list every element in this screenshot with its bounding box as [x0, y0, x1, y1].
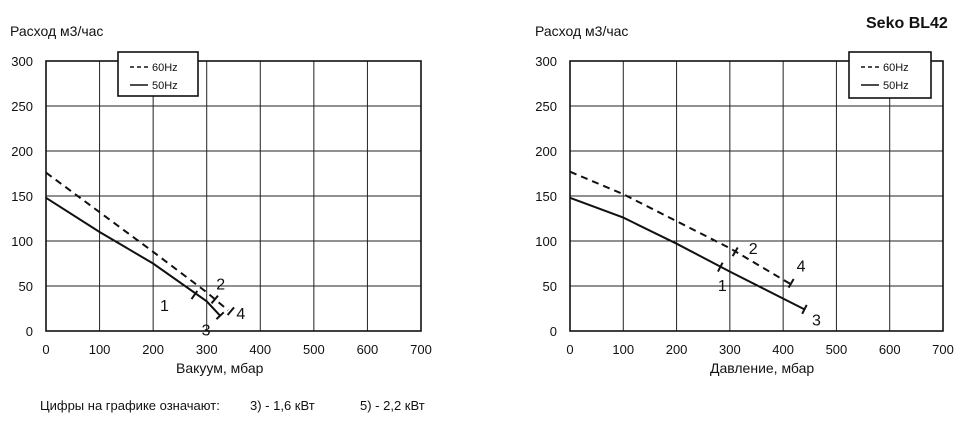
chart1-marker-4-tick [226, 306, 235, 316]
chart2-frame [569, 60, 944, 332]
chart1-y-tick-label: 150 [11, 189, 33, 204]
chart1-x-tick-label: 400 [249, 342, 271, 357]
chart2-legend-label-60hz: 60Hz [883, 62, 909, 74]
chart2-legend-label-50hz: 50Hz [883, 80, 909, 92]
chart1-marker-3-tick [215, 311, 225, 320]
chart2-y-tick-label: 150 [535, 189, 557, 204]
chart2-series-60hz-line [569, 170, 795, 287]
chart1-series-60hz-line [45, 171, 229, 312]
chart1-x-tick-label: 100 [89, 342, 111, 357]
chart2-ylabel: Расход м3/час [535, 23, 629, 39]
chart2-marker-4-tick [787, 278, 795, 289]
chart2-x-tick-label: 600 [879, 342, 901, 357]
chart1-x-tick-label: 600 [357, 342, 379, 357]
chart2-marker-2-tick [731, 246, 739, 257]
chart2-x-tick-label: 700 [932, 342, 954, 357]
chart2-y-tick-label: 50 [543, 279, 557, 294]
chart2-marker-3-tick [801, 304, 808, 315]
chart1-x-tick-label: 500 [303, 342, 325, 357]
chart1-marker-label-3: 3 [202, 323, 211, 340]
chart2-plot: 0 100 200 300 400 500 600 700 0 50 100 150 200 250 300… [535, 51, 954, 357]
chart2-x-tick-label: 300 [719, 342, 741, 357]
chart2-y-tick-label: 100 [535, 234, 557, 249]
chart1-marker-1-tick [190, 290, 199, 300]
chart1-x-tick-label: 200 [142, 342, 164, 357]
chart1-x-tick-label: 0 [42, 342, 49, 357]
chart1-legend-box [117, 51, 199, 97]
chart2-y-tick-label: 200 [535, 144, 557, 159]
chart2-marker-1-tick [717, 262, 724, 272]
chart2-y-tick-label: 250 [535, 99, 557, 114]
chart1-x-tick-label: 300 [196, 342, 218, 357]
brand-title: Seko BL42 [866, 15, 948, 32]
chart1-legend-label-50hz: 50Hz [152, 80, 178, 92]
chart1-plot: 0 100 200 300 400 500 600 700 0 50 100 150 200 250 300… [11, 51, 432, 357]
footnote-item-a: 3) - 1,6 кВт [250, 398, 315, 413]
chart2-x-tick-label: 200 [666, 342, 688, 357]
chart1-legend: 60Hz 50Hz [117, 51, 199, 97]
chart2-legend-box [848, 51, 932, 99]
chart2-x-tick-label: 100 [612, 342, 634, 357]
chart2-x-tick-label: 400 [772, 342, 794, 357]
chart1-y-tick-label: 200 [11, 144, 33, 159]
chart2-series-50hz-line [569, 196, 805, 311]
chart2-marker-label-3: 3 [812, 312, 821, 329]
chart2-y-tick-label: 300 [535, 54, 557, 69]
chart1-y-tick-label: 300 [11, 54, 33, 69]
chart1-marker-label-1: 1 [160, 298, 169, 315]
chart1-marker-label-2: 2 [216, 277, 225, 294]
chart1-x-tick-label: 700 [410, 342, 432, 357]
chart1-y-tick-label: 250 [11, 99, 33, 114]
chart1-y-tick-label: 0 [26, 324, 33, 339]
chart2-marker-label-1: 1 [718, 278, 727, 295]
chart2-y-tick-label: 0 [550, 324, 557, 339]
chart1-marker-label-4: 4 [236, 306, 245, 323]
chart1-y-tick-label: 100 [11, 234, 33, 249]
chart2-legend: 60Hz 50Hz [848, 51, 932, 99]
chart1-frame [45, 60, 422, 332]
chart2-x-tick-label: 0 [566, 342, 573, 357]
chart1-ylabel: Расход м3/час [10, 23, 104, 39]
chart2-marker-label-2: 2 [749, 241, 758, 258]
chart1-series-50hz-line [45, 196, 221, 317]
chart1-legend-label-60hz: 60Hz [152, 62, 178, 74]
footnote-lead: Цифры на графике означают: [40, 398, 220, 413]
footnote-item-b: 5) - 2,2 кВт [360, 398, 425, 413]
chart2-xlabel: Давление, мбар [710, 360, 815, 376]
chart2-x-tick-label: 500 [826, 342, 848, 357]
chart1-xlabel: Вакуум, мбар [176, 360, 264, 376]
chart1-y-tick-label: 50 [19, 279, 33, 294]
chart2-marker-label-4: 4 [797, 258, 806, 275]
chart1-marker-2-tick [210, 295, 219, 304]
